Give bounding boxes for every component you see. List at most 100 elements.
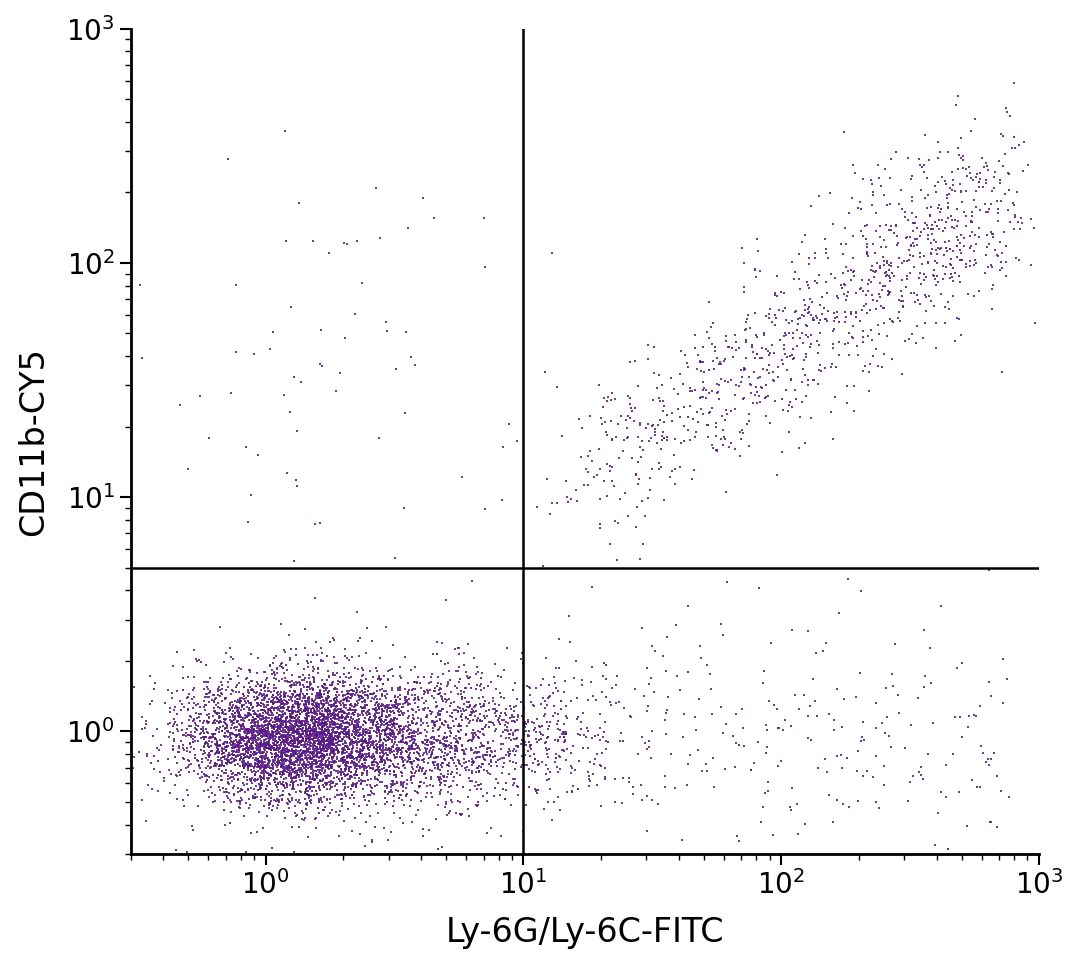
Point — [748, 395, 766, 411]
Point — [230, 738, 247, 753]
Point — [433, 676, 450, 692]
Point — [272, 688, 289, 703]
Point — [245, 689, 262, 704]
Point — [557, 753, 575, 768]
Point — [343, 726, 361, 742]
Point — [117, 806, 134, 821]
Point — [366, 706, 383, 722]
Point — [228, 742, 245, 757]
Point — [377, 732, 394, 748]
Point — [373, 753, 390, 769]
Point — [471, 763, 488, 779]
Point — [284, 762, 301, 778]
Point — [340, 723, 357, 738]
Point — [305, 787, 322, 803]
Point — [297, 767, 314, 782]
Point — [367, 733, 384, 749]
Point — [288, 725, 306, 741]
Point — [211, 705, 228, 721]
Point — [239, 734, 256, 750]
Point — [300, 679, 318, 695]
Point — [273, 726, 291, 742]
Point — [714, 409, 731, 424]
Point — [397, 787, 415, 803]
Point — [226, 752, 243, 767]
Point — [348, 764, 365, 780]
Point — [275, 729, 293, 745]
Point — [755, 800, 772, 815]
Point — [967, 236, 984, 251]
Point — [195, 674, 213, 690]
Point — [244, 719, 261, 734]
Point — [221, 748, 239, 763]
Point — [507, 738, 524, 753]
Point — [356, 684, 374, 699]
Point — [381, 723, 399, 738]
Point — [458, 695, 475, 710]
Point — [228, 700, 245, 716]
Point — [335, 693, 352, 708]
Point — [282, 767, 299, 782]
Point — [316, 733, 334, 749]
Point — [818, 635, 835, 650]
Point — [333, 761, 350, 777]
Point — [309, 755, 326, 771]
Point — [278, 780, 295, 795]
Point — [240, 758, 257, 774]
Point — [353, 756, 370, 772]
Point — [438, 739, 456, 754]
Point — [881, 273, 899, 289]
Point — [353, 694, 370, 709]
Point — [450, 753, 468, 769]
Point — [473, 781, 490, 797]
Point — [351, 689, 368, 704]
Point — [872, 230, 889, 245]
Point — [268, 705, 285, 721]
Point — [946, 709, 963, 724]
Point — [279, 731, 296, 747]
Point — [291, 769, 308, 784]
Point — [539, 743, 556, 758]
Point — [914, 330, 931, 346]
Point — [197, 750, 214, 765]
Point — [262, 723, 280, 738]
Point — [916, 267, 933, 282]
Point — [311, 712, 328, 727]
Point — [474, 748, 491, 763]
Point — [666, 432, 684, 447]
Point — [747, 327, 765, 342]
Point — [399, 694, 416, 709]
Point — [453, 683, 470, 698]
Point — [224, 700, 241, 716]
Point — [633, 792, 650, 808]
Point — [221, 696, 239, 711]
Point — [422, 741, 440, 756]
Point — [921, 209, 939, 224]
Point — [293, 763, 310, 779]
Point — [295, 743, 312, 758]
Point — [255, 745, 272, 760]
Point — [585, 469, 603, 484]
Point — [467, 708, 484, 724]
Point — [279, 735, 296, 751]
Point — [431, 774, 448, 789]
Point — [313, 678, 330, 694]
Point — [160, 716, 177, 731]
Point — [454, 758, 471, 774]
Point — [330, 759, 348, 775]
Point — [713, 371, 730, 386]
Point — [796, 436, 813, 451]
Point — [261, 796, 279, 811]
Point — [406, 732, 423, 748]
Point — [305, 735, 322, 751]
Point — [341, 736, 359, 752]
Point — [1025, 220, 1042, 236]
Point — [180, 686, 198, 701]
Point — [245, 727, 262, 743]
Point — [298, 679, 315, 695]
Point — [238, 756, 255, 772]
Point — [143, 781, 160, 797]
Point — [339, 750, 356, 765]
Point — [343, 732, 361, 748]
Point — [259, 765, 276, 781]
